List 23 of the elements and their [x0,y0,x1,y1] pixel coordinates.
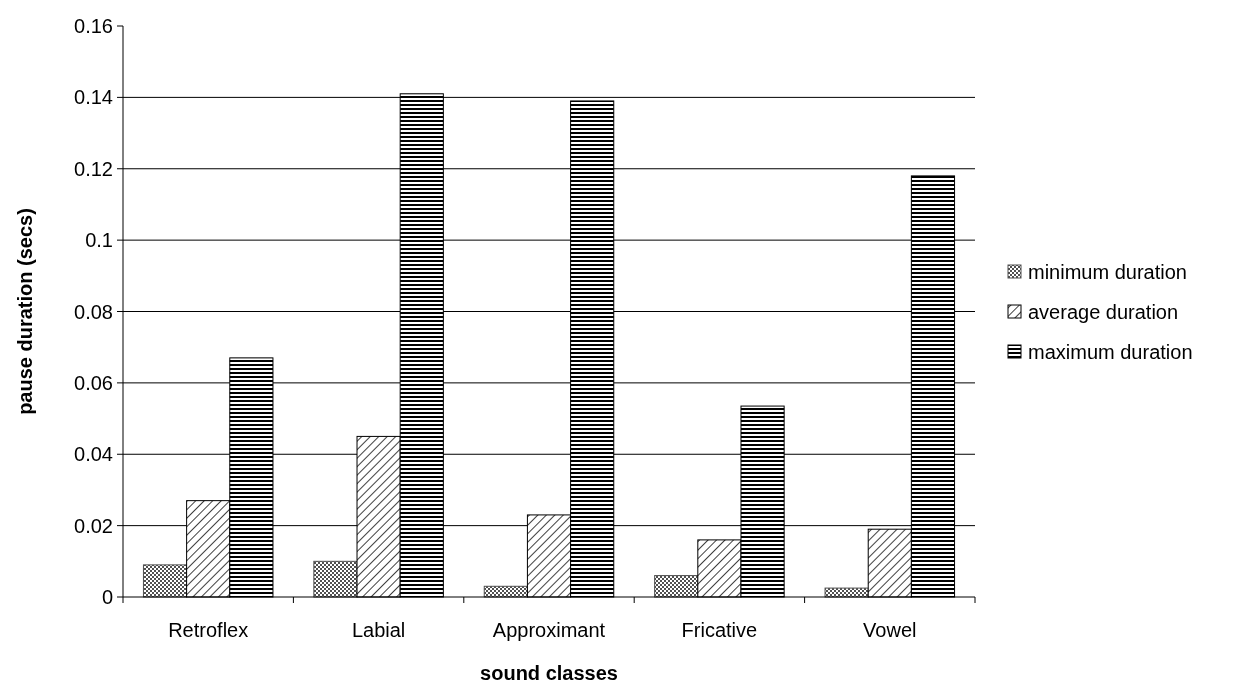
bar [654,575,699,598]
y-axis-title: pause duration (secs) [14,208,36,415]
bar [142,564,188,598]
legend-label: average duration [1028,301,1179,323]
x-tick-label: Retroflex [168,619,249,641]
y-tick-label: 0.06 [74,371,113,394]
bar [824,587,869,598]
x-tick-label: Fricative [681,619,758,641]
legend-label: minimum duration [1028,261,1187,283]
x-tick-label: Approximant [492,619,606,641]
y-tick-label: 0.14 [74,86,113,109]
y-tick-label: 0.12 [74,157,113,180]
bar [313,560,358,598]
legend-label: maximum duration [1028,341,1193,363]
x-axis-title: sound classes [480,662,618,684]
y-tick-label: 0.08 [74,300,113,323]
y-tick-label: 0.04 [74,443,113,466]
y-tick-label: 0.1 [85,229,113,252]
x-tick-label: Vowel [863,619,917,641]
y-tick-label: 0.02 [74,514,113,537]
x-tick-label: Labial [351,619,406,641]
y-tick-label: 0.16 [74,15,113,37]
y-tick-label: 0 [101,586,113,608]
